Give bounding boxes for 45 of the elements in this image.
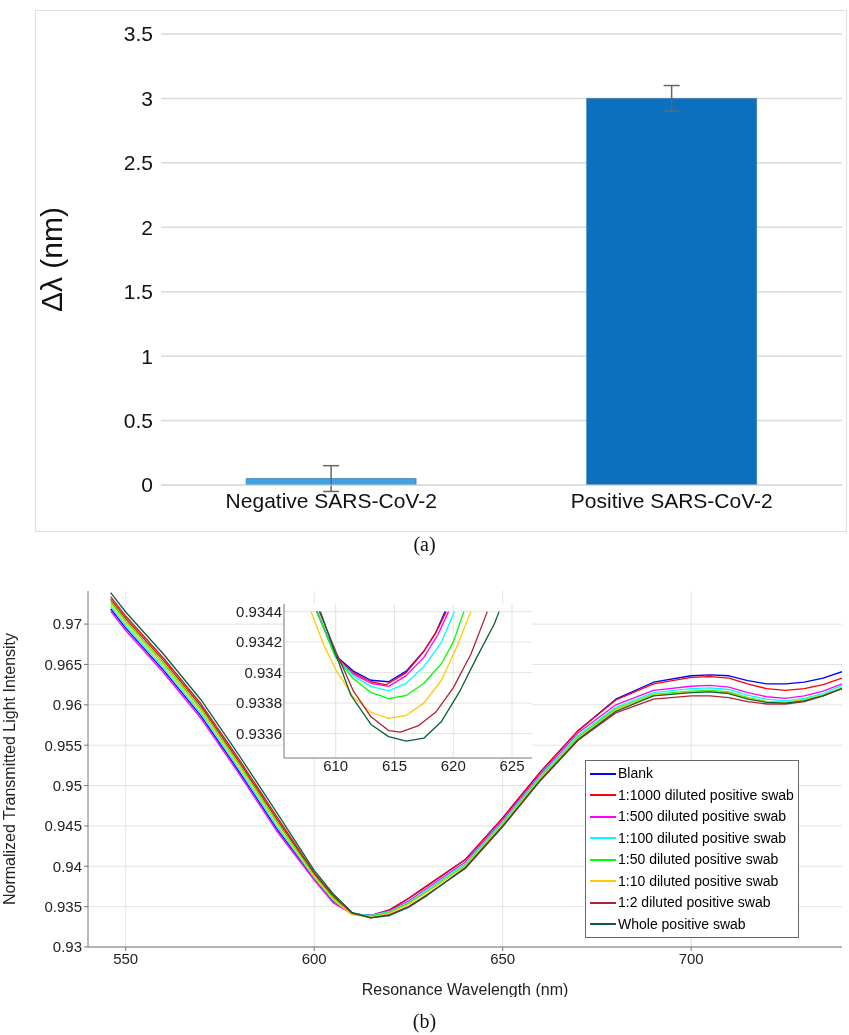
y-tick-label: 2.5	[123, 151, 153, 175]
x-tick-label: Positive SARS-CoV-2	[570, 488, 773, 512]
y-tick-label: 3.5	[123, 22, 153, 46]
y-axis-title: Δλ (nm)	[34, 206, 68, 313]
text: (a)	[412, 533, 437, 556]
y-tick-label: 1.5	[123, 280, 153, 304]
legend-label: Whole positive swab	[618, 914, 746, 934]
y-tick-label: 0.95	[52, 776, 82, 794]
x-tick-label: 650	[490, 949, 516, 967]
y-tick-label: 0.97	[52, 615, 82, 633]
y-axis-title: Normalized Transmitted Light Intensity	[0, 632, 18, 906]
x-tick-label: 600	[301, 949, 327, 967]
y-tick-label: 0.9336	[236, 724, 282, 742]
legend-label: 1:50 diluted positive swab	[618, 850, 779, 869]
legend-label: 1:2 diluted positive swab	[618, 893, 771, 912]
legend-label: 1:10 diluted positive swab	[618, 871, 779, 891]
x-tick-label: 610	[323, 756, 349, 774]
y-tick-label: 1	[141, 344, 153, 368]
legend-label: 1:1000 diluted positive swab	[618, 785, 794, 805]
x-tick-label: 625	[499, 756, 525, 774]
y-tick-label: 0.93	[52, 938, 82, 956]
y-tick-label: 0.94	[52, 857, 82, 875]
x-tick-label: 620	[440, 756, 466, 774]
x-tick-label: 615	[381, 756, 407, 774]
legend-label: 1:100 diluted positive swab	[618, 828, 787, 848]
y-tick-label: 0.9344	[236, 602, 282, 620]
y-tick-label: 0.96	[52, 696, 82, 714]
y-tick-label: 0.955	[44, 736, 82, 754]
y-tick-label: 0.934	[244, 663, 282, 681]
y-tick-label: 0	[141, 473, 153, 497]
y-tick-label: 0.945	[44, 817, 82, 835]
line-series	[310, 610, 472, 720]
y-tick-label: 2	[141, 215, 153, 239]
x-tick-label: 550	[113, 949, 139, 967]
y-tick-label: 0.965	[44, 655, 82, 673]
x-tick-label: 700	[678, 949, 704, 967]
y-tick-label: 0.5	[123, 409, 153, 433]
y-tick-label: 0.935	[44, 897, 82, 915]
y-tick-label: 0.9342	[236, 633, 282, 651]
legend-label: Blank	[618, 764, 654, 783]
x-tick-label: Negative SARS-CoV-2	[225, 488, 437, 512]
text: (b)	[411, 1010, 438, 1033]
legend-label: 1:500 diluted positive swab	[618, 807, 787, 826]
y-tick-label: 3	[141, 86, 153, 110]
y-tick-label: 0.9338	[236, 694, 282, 712]
